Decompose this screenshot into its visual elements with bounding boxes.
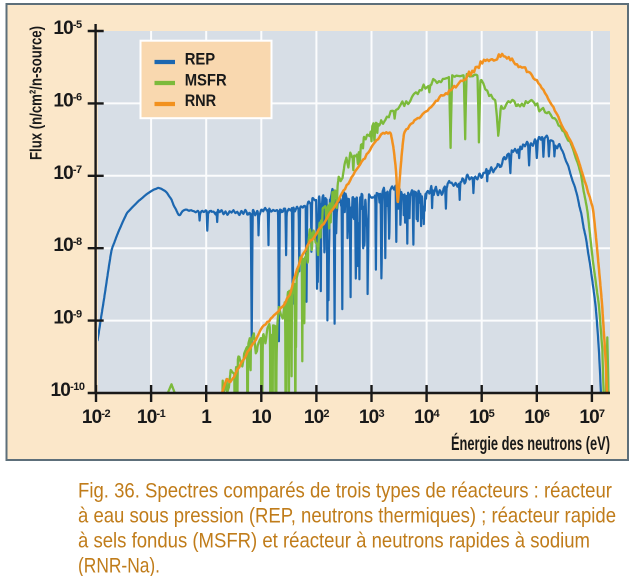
svg-text:Énergie des neutrons (eV): Énergie des neutrons (eV) xyxy=(451,433,610,455)
svg-text:103: 103 xyxy=(359,407,385,428)
svg-text:105: 105 xyxy=(469,407,495,428)
svg-text:REP: REP xyxy=(185,50,216,69)
svg-text:Fig. 36. Spectres comparés de: Fig. 36. Spectres comparés de trois type… xyxy=(78,479,612,502)
svg-text:à sels fondus (MSFR) et réacte: à sels fondus (MSFR) et réacteur à neutr… xyxy=(78,530,590,553)
svg-text:MSFR: MSFR xyxy=(185,70,227,89)
svg-text:à eau sous pression (REP, neut: à eau sous pression (REP, neutrons therm… xyxy=(78,505,616,528)
svg-text:107: 107 xyxy=(579,407,605,428)
svg-text:1: 1 xyxy=(201,407,212,428)
svg-text:10: 10 xyxy=(252,407,272,428)
svg-text:106: 106 xyxy=(524,407,550,428)
svg-text:(RNR-Na).: (RNR-Na). xyxy=(78,555,160,576)
svg-text:Flux (n/cm²/n-source): Flux (n/cm²/n-source) xyxy=(27,26,46,160)
svg-text:RNR: RNR xyxy=(185,91,217,110)
svg-text:102: 102 xyxy=(304,407,330,428)
